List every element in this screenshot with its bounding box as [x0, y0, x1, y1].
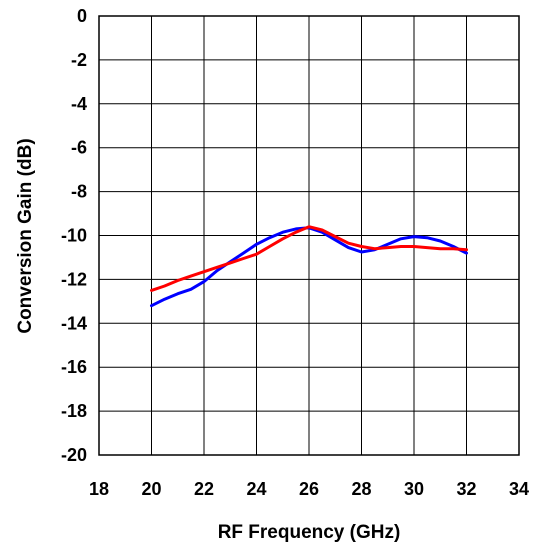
x-tick-label: 20	[141, 479, 161, 499]
y-tick-label: -12	[61, 269, 87, 289]
y-tick-label: -4	[71, 94, 87, 114]
y-tick-label: -2	[71, 50, 87, 70]
x-tick-label: 30	[404, 479, 424, 499]
x-tick-labels: 18 20 22 24 26 28 30 32 34	[89, 479, 529, 499]
y-tick-label: -6	[71, 138, 87, 158]
x-tick-label: 24	[246, 479, 266, 499]
y-tick-label: -14	[61, 313, 87, 333]
grid-lines	[98, 15, 520, 456]
plot-frame	[98, 15, 520, 456]
y-tick-label: 0	[77, 6, 87, 26]
x-axis-title: RF Frequency (GHz)	[218, 522, 401, 543]
y-tick-label: -18	[61, 401, 87, 421]
x-tick-label: 28	[351, 479, 371, 499]
x-tick-label: 22	[194, 479, 214, 499]
series-lines	[150, 225, 468, 308]
x-tick-label: 32	[456, 479, 476, 499]
x-tick-label: 26	[299, 479, 319, 499]
y-tick-label: -10	[61, 226, 87, 246]
y-axis-title: Conversion Gain (dB)	[15, 138, 36, 333]
y-tick-labels: 0 -2 -4 -6 -8 -10 -12 -14 -16 -18 -20	[61, 6, 87, 465]
y-tick-label: -8	[71, 182, 87, 202]
x-tick-label: 18	[89, 479, 109, 499]
x-tick-label: 34	[509, 479, 529, 499]
series-line-1	[150, 225, 468, 292]
y-tick-label: -20	[61, 445, 87, 465]
y-tick-label: -16	[61, 357, 87, 377]
